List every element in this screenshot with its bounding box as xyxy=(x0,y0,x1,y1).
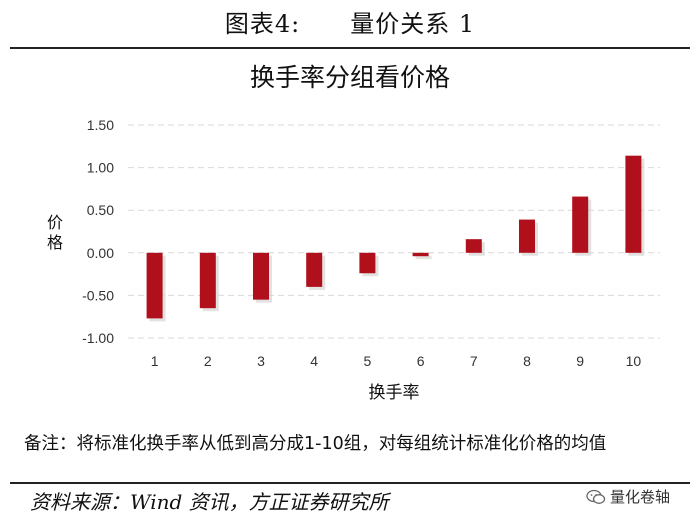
x-tick-label: 9 xyxy=(576,353,584,369)
bar xyxy=(625,155,642,253)
y-tick-labels: -1.00 -0.50 0.00 0.50 1.00 1.50 xyxy=(82,117,114,346)
bar xyxy=(253,252,269,300)
y-tick-label: 1.00 xyxy=(87,160,114,176)
x-tick-label: 7 xyxy=(470,353,478,369)
y-axis-label: 价格 xyxy=(47,213,63,252)
x-tick-label: 8 xyxy=(523,353,531,369)
bar-shadow xyxy=(415,255,432,260)
x-tick-labels: 1 2 3 4 5 6 7 8 9 10 xyxy=(151,353,642,369)
bottom-divider xyxy=(10,482,690,484)
gridlines xyxy=(128,124,660,339)
bars xyxy=(146,155,645,322)
bar xyxy=(146,252,163,319)
x-tick-label: 4 xyxy=(310,353,318,369)
x-tick-label: 6 xyxy=(417,353,425,369)
x-tick-label: 3 xyxy=(257,353,265,369)
x-axis-label: 换手率 xyxy=(369,383,420,403)
bar xyxy=(359,252,376,274)
y-tick-label: 0.00 xyxy=(87,245,114,261)
chart-note: 备注：将标准化换手率从低到高分成1-10组，对每组统计标准化价格的均值 xyxy=(24,434,607,454)
bar xyxy=(572,196,589,253)
bar-chart: -1.00 -0.50 0.00 0.50 1.00 1.50 1 2 3 4 5 6 7 8 9 10 价… xyxy=(47,117,660,403)
y-tick-label: -1.00 xyxy=(82,330,114,346)
top-divider xyxy=(10,47,690,49)
chart-title: 换手率分组看价格 xyxy=(249,63,450,92)
bar xyxy=(519,219,535,253)
data-source: 资料来源：Wind 资讯，方正证券研究所 xyxy=(30,490,389,514)
y-tick-label: 1.50 xyxy=(87,117,114,133)
x-tick-label: 1 xyxy=(151,353,159,369)
x-tick-label: 10 xyxy=(626,353,642,369)
y-tick-label: -0.50 xyxy=(82,287,114,303)
y-tick-label: 0.50 xyxy=(87,202,114,218)
bar xyxy=(199,252,216,309)
bar xyxy=(465,239,482,253)
watermark-brand: 量化卷轴 xyxy=(586,486,670,507)
bar xyxy=(412,252,429,257)
brand-text: 量化卷轴 xyxy=(610,488,671,506)
wechat-icon xyxy=(586,489,606,505)
x-tick-label: 5 xyxy=(364,353,372,369)
figure-title: 图表4: 量价关系 1 xyxy=(224,10,476,38)
bar xyxy=(306,252,323,287)
x-tick-label: 2 xyxy=(204,353,212,369)
